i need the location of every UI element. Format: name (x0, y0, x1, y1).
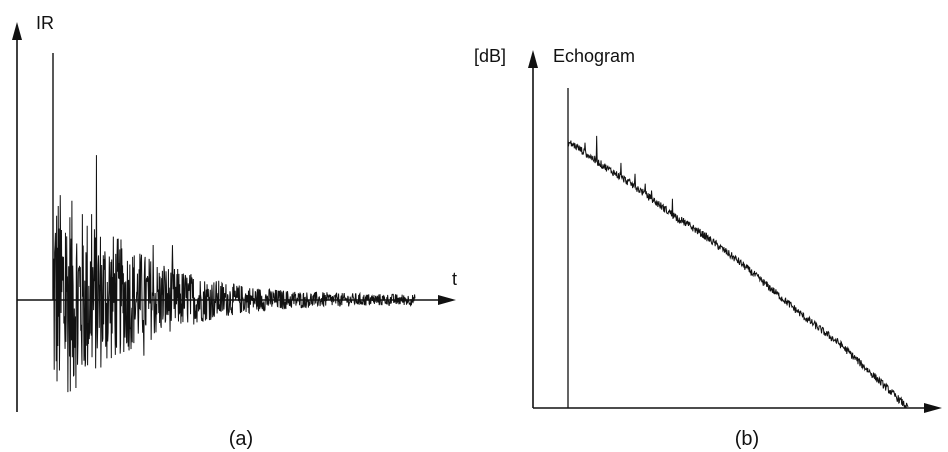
ir-y-axis-label: IR (36, 13, 54, 33)
echogram-series (567, 88, 909, 409)
ir-waveform (52, 155, 416, 393)
panel-b-echogram: [dB] Echogram (b) (474, 46, 942, 450)
panel-a-ir: IR t (a) (12, 13, 457, 450)
ir-x-axis-arrow (438, 295, 456, 305)
ir-x-axis-label: t (452, 269, 457, 289)
echo-y-axis-label: [dB] (474, 46, 506, 66)
echo-title: Echogram (553, 46, 635, 66)
ir-y-axis-arrow (12, 22, 22, 40)
echo-x-axis-arrow (924, 403, 942, 413)
panel-a-label: (a) (229, 428, 253, 450)
ir-series (52, 53, 416, 393)
echogram-decay-curve (567, 135, 909, 409)
echo-y-axis-arrow (528, 50, 538, 68)
panel-b-label: (b) (735, 428, 759, 450)
